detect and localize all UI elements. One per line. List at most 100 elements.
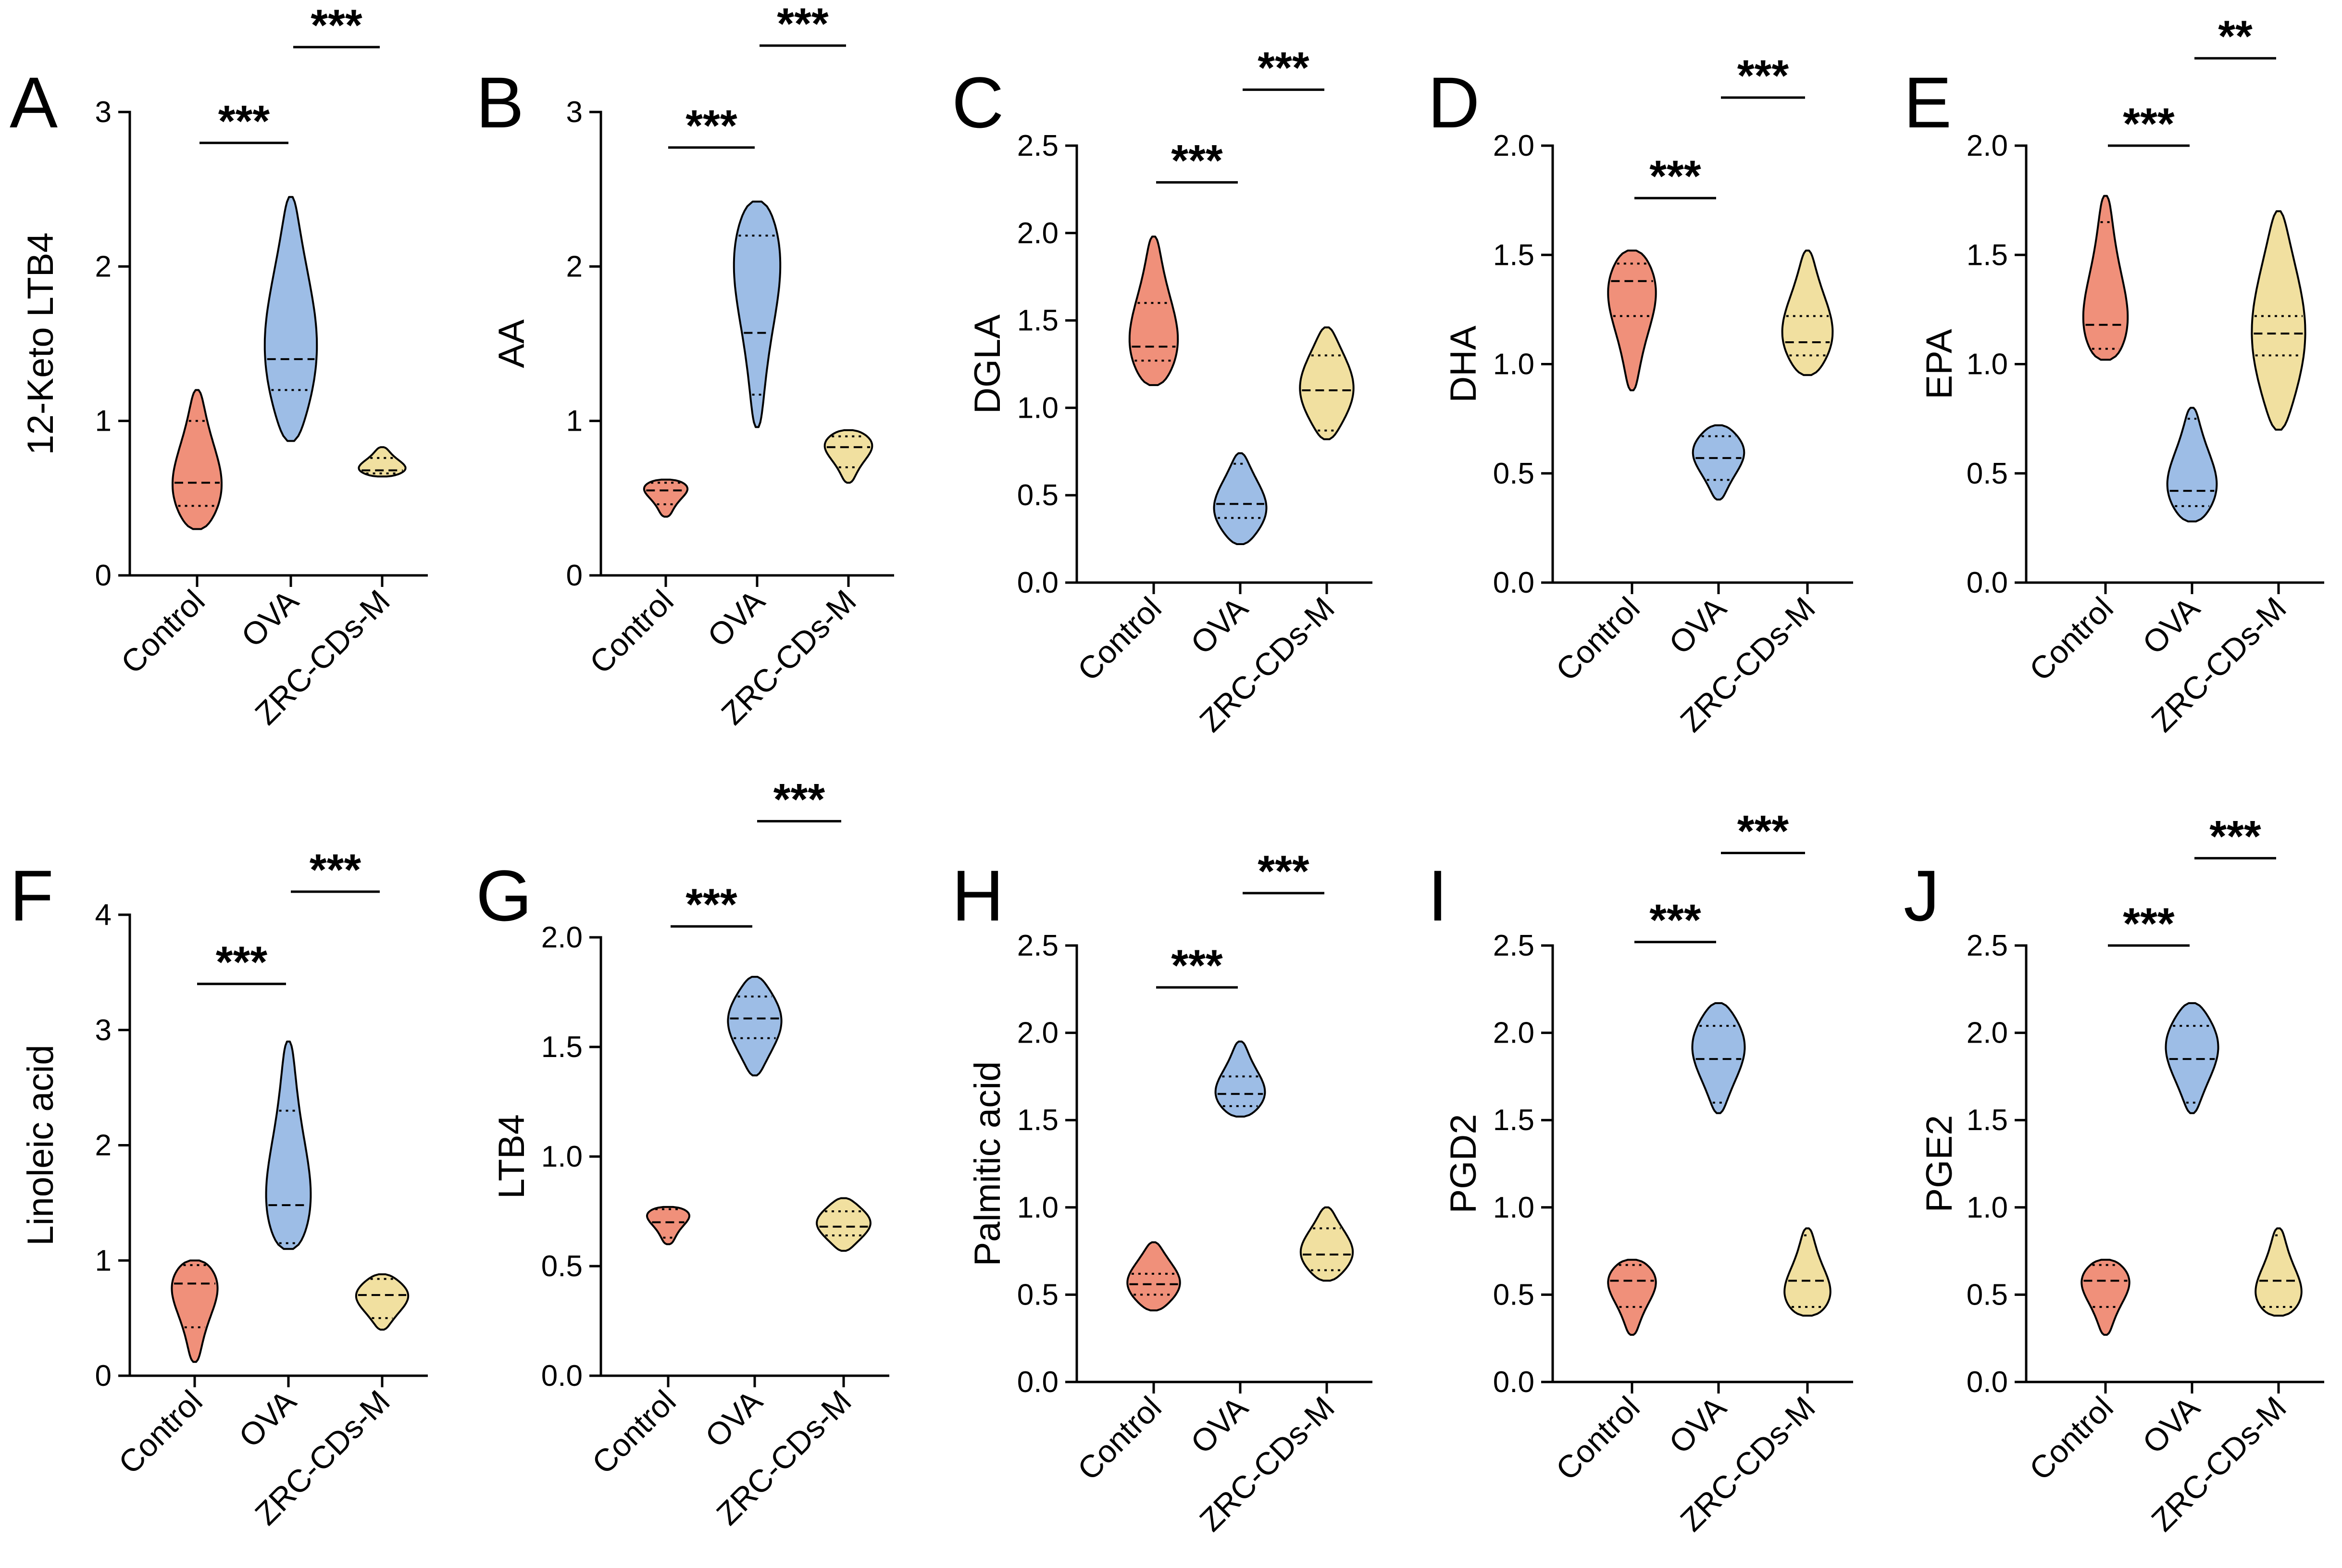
y-tick-label: 0.5 bbox=[1493, 457, 1534, 490]
violin-ova bbox=[1692, 424, 1745, 501]
y-tick-label: 2.0 bbox=[1967, 129, 2008, 162]
x-tick-label-control: Control bbox=[583, 583, 680, 681]
violin-zrc-cds-m bbox=[1781, 249, 1834, 376]
x-tick-label-control: Control bbox=[114, 583, 212, 681]
y-tick-label: 1.0 bbox=[1017, 391, 1059, 424]
significance-label: *** bbox=[685, 880, 737, 929]
x-tick-label-control: Control bbox=[2022, 1390, 2120, 1487]
y-tick-label: 1.5 bbox=[541, 1031, 583, 1064]
significance-label: *** bbox=[311, 1, 362, 50]
y-tick-label: 1.5 bbox=[1493, 238, 1534, 272]
panel-letter-b: B bbox=[476, 62, 524, 143]
y-tick-label: 1.0 bbox=[1967, 348, 2008, 381]
y-axis-label-e: EPA bbox=[1919, 329, 1960, 399]
panel-letter-g: G bbox=[476, 855, 532, 936]
significance-label: *** bbox=[2209, 812, 2261, 861]
violin-control bbox=[1128, 236, 1179, 386]
violin-control bbox=[1607, 1258, 1657, 1336]
y-tick-label: 3 bbox=[566, 96, 583, 129]
panel-letter-j: J bbox=[1904, 855, 1940, 936]
x-tick-label-control: Control bbox=[585, 1383, 683, 1481]
y-tick-label: 2.0 bbox=[541, 921, 583, 954]
violin-zrc-cds-m bbox=[355, 1273, 410, 1331]
violin-zrc-cds-m bbox=[823, 429, 873, 484]
y-tick-label: 1.0 bbox=[541, 1140, 583, 1173]
y-tick-label: 0.0 bbox=[1017, 566, 1059, 599]
violin-control bbox=[1126, 1241, 1181, 1312]
significance-label: *** bbox=[1737, 51, 1789, 100]
y-tick-label: 0.5 bbox=[1017, 1278, 1059, 1311]
y-axis-label-i: PGD2 bbox=[1443, 1114, 1484, 1214]
y-tick-label: 2.0 bbox=[1017, 1017, 1059, 1050]
violin-ova bbox=[1691, 1002, 1746, 1114]
y-tick-label: 0.5 bbox=[1967, 457, 2008, 490]
violin-ova bbox=[1214, 1040, 1266, 1118]
y-axis-label-g: LTB4 bbox=[491, 1114, 532, 1199]
y-tick-label: 0 bbox=[95, 559, 112, 592]
violin-control bbox=[646, 1206, 690, 1245]
y-tick-label: 4 bbox=[95, 898, 112, 932]
panel-letter-h: H bbox=[952, 855, 1004, 936]
y-tick-label: 2.0 bbox=[1493, 1017, 1534, 1050]
x-tick-label-ova: OVA bbox=[1662, 1390, 1732, 1460]
y-tick-label: 0.5 bbox=[1493, 1278, 1534, 1311]
significance-label: ** bbox=[2218, 12, 2253, 61]
y-tick-label: 1.5 bbox=[1967, 238, 2008, 272]
y-tick-label: 1.5 bbox=[1017, 304, 1059, 337]
violin-zrc-cds-m bbox=[1783, 1227, 1831, 1317]
y-tick-label: 2.5 bbox=[1017, 929, 1059, 962]
y-tick-label: 1 bbox=[95, 1244, 112, 1277]
violin-control bbox=[2082, 195, 2129, 361]
y-tick-label: 0.0 bbox=[1967, 1366, 2008, 1399]
x-tick-label-control: Control bbox=[2022, 590, 2120, 688]
panel-h: H Palmitic acid 0.0 0.5 1.0 1.5 2.0 2.5 Control O… bbox=[952, 847, 1372, 1538]
significance-label: *** bbox=[1258, 847, 1309, 896]
y-tick-label: 2 bbox=[95, 250, 112, 283]
x-tick-label-ova: OVA bbox=[234, 583, 305, 654]
significance-label: *** bbox=[216, 938, 268, 987]
y-tick-label: 0 bbox=[566, 559, 583, 592]
y-tick-label: 1.0 bbox=[1493, 348, 1534, 381]
y-tick-label: 2.0 bbox=[1493, 129, 1534, 162]
y-tick-label: 2.5 bbox=[1017, 129, 1059, 162]
violin-zrc-cds-m bbox=[1299, 326, 1355, 440]
violin-zrc-cds-m bbox=[358, 446, 407, 478]
significance-label: *** bbox=[1649, 152, 1701, 201]
x-tick-label-control: Control bbox=[1071, 590, 1168, 688]
significance-label: *** bbox=[1171, 136, 1223, 185]
y-tick-label: 2 bbox=[566, 250, 583, 283]
significance-label: *** bbox=[1171, 941, 1223, 990]
y-tick-label: 3 bbox=[95, 1014, 112, 1047]
y-tick-label: 0.5 bbox=[1017, 479, 1059, 512]
x-tick-label-ova: OVA bbox=[1183, 590, 1254, 661]
significance-label: *** bbox=[1737, 807, 1789, 856]
panel-letter-i: I bbox=[1428, 855, 1448, 936]
x-tick-label-control: Control bbox=[112, 1383, 209, 1481]
violin-ova bbox=[1213, 452, 1268, 545]
x-tick-label-ova: OVA bbox=[1183, 1390, 1254, 1460]
y-tick-label: 0.0 bbox=[1967, 566, 2008, 599]
x-tick-label-control: Control bbox=[1071, 1390, 1168, 1487]
x-tick-label-control: Control bbox=[1549, 1390, 1646, 1487]
y-tick-label: 2.5 bbox=[1493, 929, 1534, 962]
violin-ova bbox=[2166, 407, 2218, 523]
y-tick-label: 0.0 bbox=[1493, 1366, 1534, 1399]
significance-label: *** bbox=[1258, 44, 1309, 93]
y-tick-label: 2.0 bbox=[1017, 217, 1059, 250]
y-tick-label: 1.0 bbox=[1017, 1191, 1059, 1224]
y-tick-label: 1.5 bbox=[1493, 1104, 1534, 1137]
x-tick-label-ova: OVA bbox=[2135, 590, 2206, 661]
y-tick-label: 1.0 bbox=[1493, 1191, 1534, 1224]
x-tick-label-ova: OVA bbox=[698, 1383, 769, 1454]
y-tick-label: 2.5 bbox=[1967, 929, 2008, 962]
violin-zrc-cds-m bbox=[2251, 210, 2306, 431]
x-tick-label-control: Control bbox=[1549, 590, 1646, 688]
